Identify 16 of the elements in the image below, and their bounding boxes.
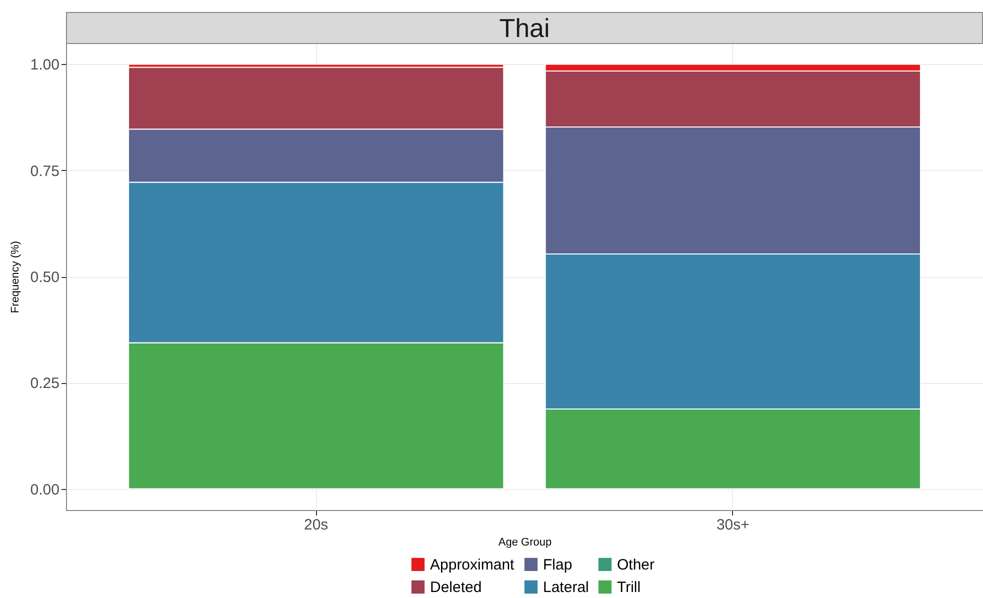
legend-label: Flap — [543, 556, 572, 574]
y-tick-label: 0.25 — [30, 375, 60, 392]
y-tick-label: 0.00 — [30, 481, 60, 498]
legend-label: Lateral — [543, 579, 589, 596]
y-axis-title: Frequency (%) — [9, 240, 22, 314]
y-tick-label: 1.00 — [30, 56, 60, 74]
x-axis-title: Age Group — [498, 536, 552, 548]
x-tick-label: 20s — [304, 516, 328, 534]
legend-label: Other — [617, 556, 655, 574]
chart-title: Thai — [66, 12, 983, 44]
x-tick-label: 30s+ — [716, 516, 750, 534]
legend-label: Trill — [617, 579, 641, 596]
legend-label: Approximant — [430, 556, 516, 574]
y-tick-label: 0.75 — [30, 162, 60, 180]
y-tick-label: 0.50 — [30, 269, 60, 286]
legend-label: Deleted — [430, 579, 482, 596]
